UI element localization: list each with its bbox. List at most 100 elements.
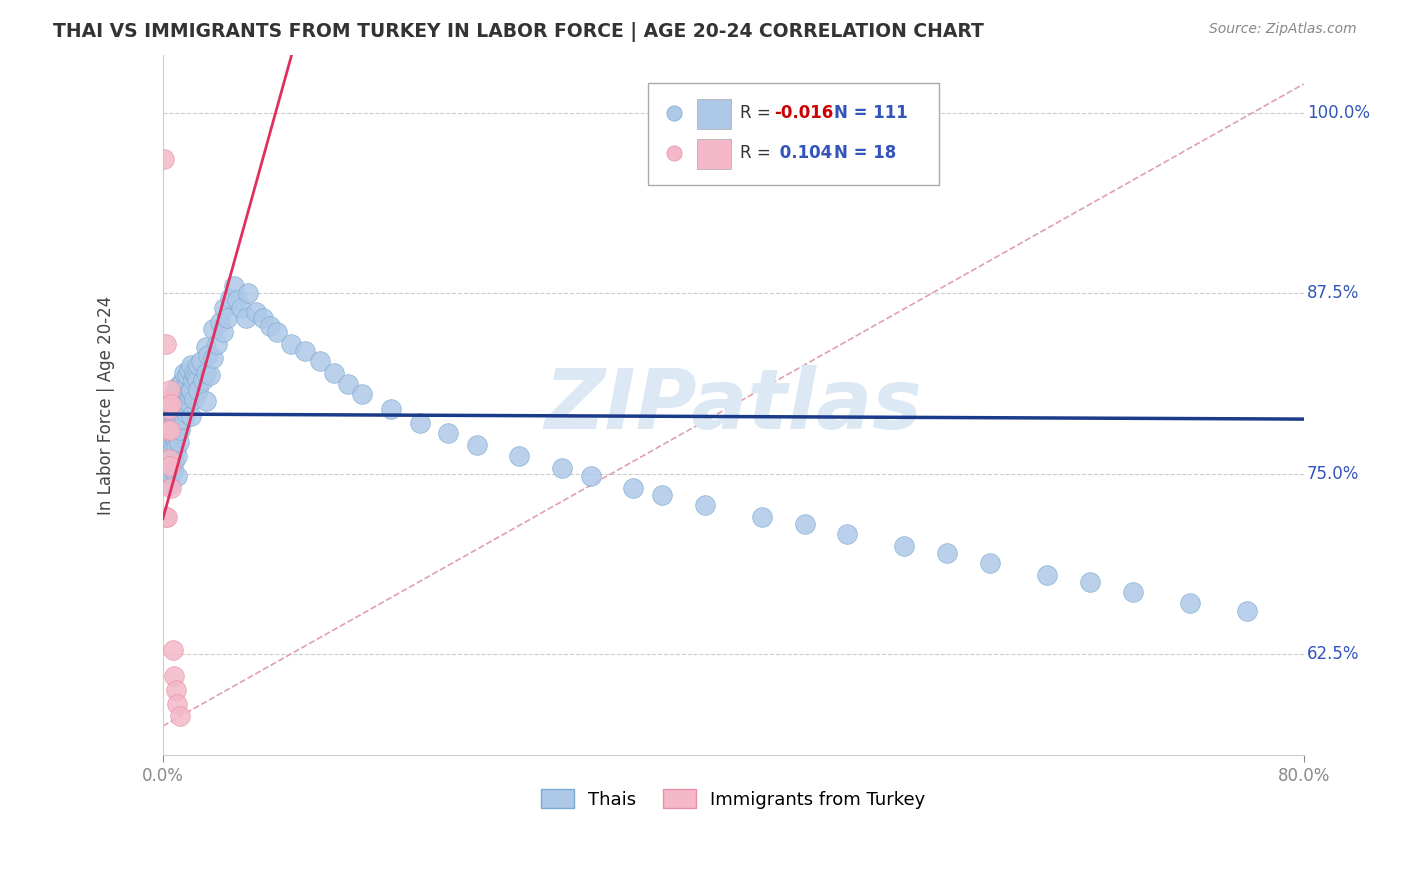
Point: [162, 394, 184, 409]
Text: THAI VS IMMIGRANTS FROM TURKEY IN LABOR FORCE | AGE 20-24 CORRELATION CHART: THAI VS IMMIGRANTS FROM TURKEY IN LABOR …: [53, 22, 984, 42]
Point: [790, 308, 813, 322]
Point: [157, 452, 180, 467]
Point: [837, 527, 859, 541]
Point: [224, 279, 246, 293]
Point: [165, 683, 187, 698]
Point: [157, 469, 180, 483]
Point: [337, 377, 360, 392]
Point: [259, 319, 281, 334]
Point: [163, 668, 186, 682]
Point: [1036, 567, 1059, 582]
Point: [1121, 585, 1143, 599]
Point: [551, 460, 574, 475]
Point: [166, 426, 188, 441]
Point: [166, 469, 188, 483]
Point: [156, 423, 179, 437]
Point: [162, 464, 184, 478]
FancyBboxPatch shape: [697, 139, 731, 169]
Point: [163, 430, 186, 444]
Point: [693, 498, 716, 512]
Text: N = 18: N = 18: [834, 145, 896, 162]
Point: [173, 411, 195, 425]
Point: [408, 416, 430, 430]
Point: [437, 426, 460, 441]
Point: [623, 481, 645, 495]
Point: [159, 459, 181, 474]
Point: [252, 310, 274, 325]
Point: [198, 368, 221, 383]
Point: [159, 459, 181, 474]
Text: In Labor Force | Age 20-24: In Labor Force | Age 20-24: [97, 295, 115, 515]
Point: [160, 423, 183, 437]
Point: [212, 301, 235, 315]
Point: [172, 373, 194, 387]
Point: [215, 310, 238, 325]
Text: 75.0%: 75.0%: [1308, 465, 1360, 483]
Point: [235, 310, 257, 325]
Point: [163, 387, 186, 401]
Point: [183, 392, 205, 406]
Point: [160, 467, 183, 481]
Point: [245, 305, 267, 319]
Point: [352, 387, 374, 401]
Point: [231, 301, 253, 315]
Point: [187, 359, 209, 373]
Point: [579, 469, 602, 483]
Point: [173, 387, 195, 401]
Point: [156, 509, 179, 524]
Text: R =: R =: [740, 104, 776, 122]
Point: [166, 401, 188, 416]
Point: [208, 315, 231, 329]
Point: [187, 383, 209, 397]
Point: [169, 709, 191, 723]
Point: [160, 397, 183, 411]
Point: [651, 488, 673, 502]
Point: [1236, 604, 1258, 618]
Point: [159, 383, 181, 397]
Point: [893, 539, 915, 553]
Point: [266, 325, 288, 339]
Point: [194, 394, 217, 409]
Point: [180, 409, 202, 423]
Text: Source: ZipAtlas.com: Source: ZipAtlas.com: [1209, 22, 1357, 37]
Text: R =: R =: [740, 145, 776, 162]
Point: [169, 400, 191, 414]
Point: [176, 394, 198, 409]
Point: [1178, 596, 1201, 610]
Point: [159, 430, 181, 444]
Point: [183, 366, 205, 380]
Text: 0.104: 0.104: [775, 145, 832, 162]
Point: [197, 348, 219, 362]
Point: [167, 392, 190, 406]
Point: [294, 343, 316, 358]
Point: [191, 373, 214, 387]
Point: [186, 373, 208, 387]
Point: [174, 406, 197, 420]
Point: [177, 387, 200, 401]
Point: [165, 397, 187, 411]
Point: [162, 642, 184, 657]
Point: [162, 416, 184, 430]
Point: [156, 394, 179, 409]
Point: [165, 441, 187, 455]
Point: [465, 438, 488, 452]
Point: [176, 368, 198, 383]
Point: [179, 383, 201, 397]
Point: [160, 481, 183, 495]
Point: [172, 401, 194, 416]
Point: [160, 401, 183, 416]
Point: [169, 423, 191, 437]
Point: [979, 556, 1001, 570]
FancyBboxPatch shape: [697, 99, 731, 128]
Point: [181, 373, 204, 387]
Point: [170, 387, 193, 401]
Point: [163, 409, 186, 423]
Point: [194, 340, 217, 354]
Point: [157, 452, 180, 467]
Point: [166, 380, 188, 394]
Point: [159, 409, 181, 423]
Text: ZIPatlas: ZIPatlas: [544, 365, 922, 445]
Point: [157, 430, 180, 444]
Point: [166, 698, 188, 712]
Point: [177, 362, 200, 376]
